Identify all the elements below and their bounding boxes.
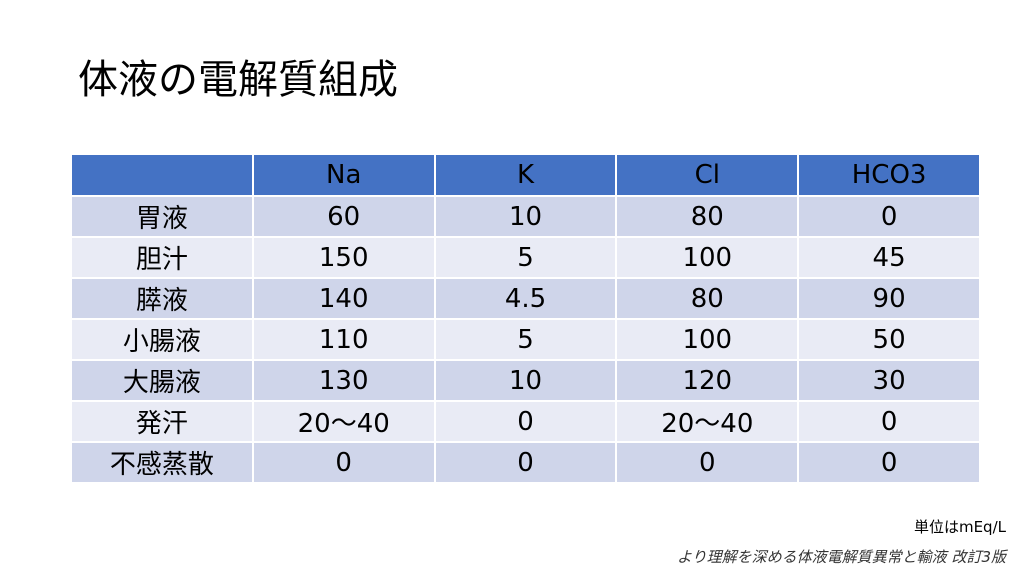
row-label-cell: 大腸液 [70,359,254,402]
source-citation: より理解を深める体液電解質異常と輸液 改訂3版 [676,548,1006,566]
value-cell: 0 [797,195,981,238]
value-cell: 0 [251,441,436,484]
value-cell: 0 [433,400,618,443]
slide-title: 体液の電解質組成 [78,57,398,103]
value-cell: 150 [251,236,436,279]
header-cell: Na [251,153,436,197]
value-cell: 100 [615,318,800,361]
value-cell: 30 [797,359,981,402]
header-cell [70,153,254,197]
table-row: 小腸液 110 5 100 50 [70,318,981,361]
value-cell: 5 [433,318,618,361]
value-cell: 20～40 [251,400,436,443]
row-label-cell: 発汗 [70,400,254,443]
value-cell: 20～40 [615,400,800,443]
value-cell: 120 [615,359,800,402]
table-row: 膵液 140 4.5 80 90 [70,277,981,320]
header-cell: HCO3 [797,153,981,197]
value-cell: 100 [615,236,800,279]
value-cell: 50 [797,318,981,361]
value-cell: 10 [433,195,618,238]
value-cell: 90 [797,277,981,320]
value-cell: 130 [251,359,436,402]
table-header-row: Na K Cl HCO3 [70,153,981,197]
value-cell: 4.5 [433,277,618,320]
value-cell: 45 [797,236,981,279]
value-cell: 80 [615,195,800,238]
header-cell: Cl [615,153,800,197]
value-cell: 0 [433,441,618,484]
unit-note: 単位はmEq/L [913,518,1006,536]
value-cell: 0 [797,441,981,484]
row-label-cell: 小腸液 [70,318,254,361]
value-cell: 140 [251,277,436,320]
table-row: 不感蒸散 0 0 0 0 [70,441,981,484]
row-label-cell: 胆汁 [70,236,254,279]
table-row: 胆汁 150 5 100 45 [70,236,981,279]
row-label-cell: 胃液 [70,195,254,238]
header-cell: K [433,153,618,197]
row-label-cell: 膵液 [70,277,254,320]
value-cell: 0 [615,441,800,484]
electrolyte-table: Na K Cl HCO3 胃液 60 10 80 0 胆汁 150 5 100 45 膵液 140 4.… [70,153,981,484]
table-row: 胃液 60 10 80 0 [70,195,981,238]
table-row: 発汗 20～40 0 20～40 0 [70,400,981,443]
row-label-cell: 不感蒸散 [70,441,254,484]
value-cell: 10 [433,359,618,402]
value-cell: 80 [615,277,800,320]
value-cell: 5 [433,236,618,279]
table-row: 大腸液 130 10 120 30 [70,359,981,402]
value-cell: 60 [251,195,436,238]
value-cell: 110 [251,318,436,361]
value-cell: 0 [797,400,981,443]
